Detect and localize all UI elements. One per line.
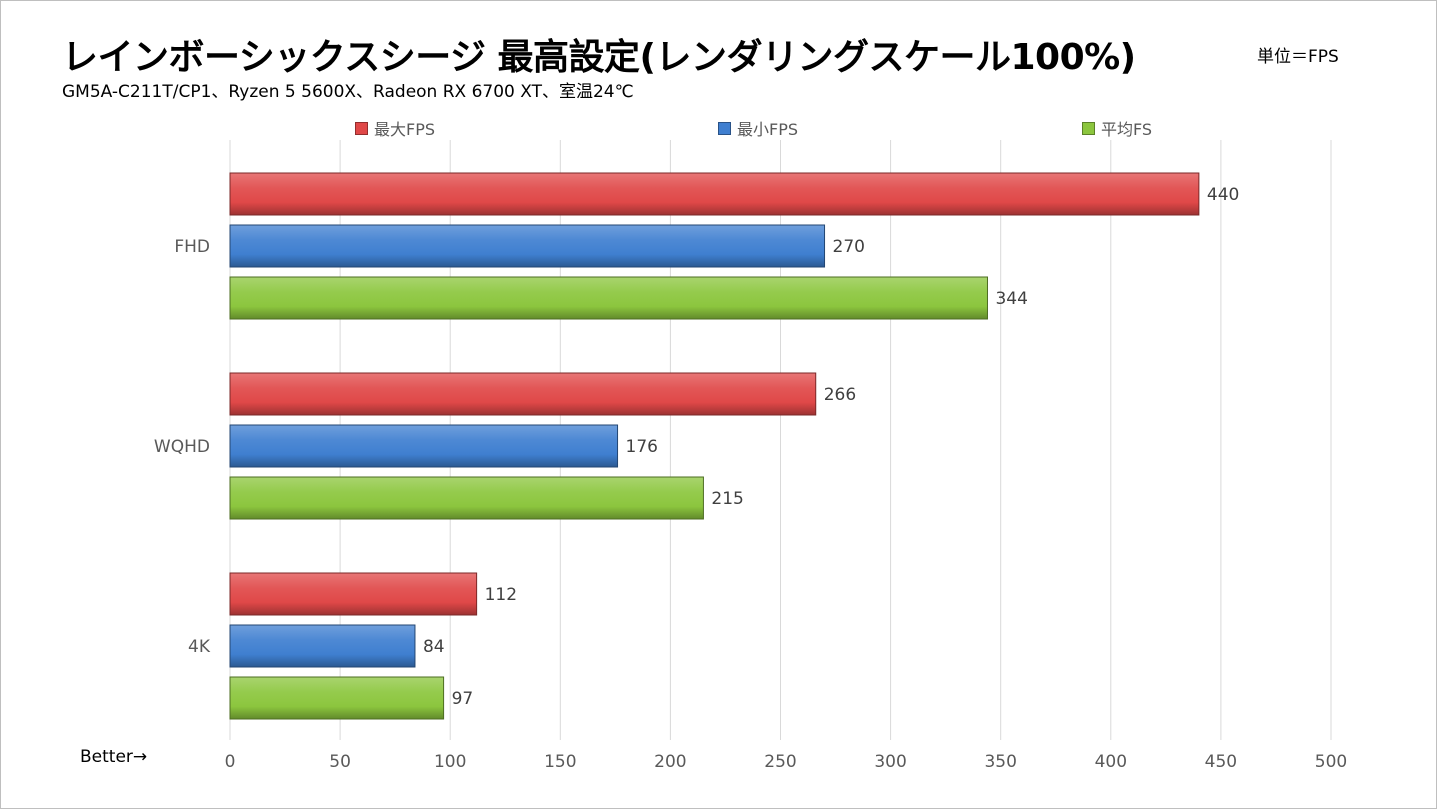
legend-swatch-max — [355, 121, 368, 135]
x-tick-label-400: 400 — [1095, 752, 1127, 772]
legend-item-avg: 平均FS — [1082, 116, 1152, 140]
legend-swatch-min — [718, 121, 731, 135]
data-label-avg-fhd: 344 — [995, 289, 1027, 309]
category-label-fhd: FHD — [174, 237, 210, 257]
bar-avg-wqhd — [229, 476, 704, 520]
x-tick-label-500: 500 — [1315, 752, 1347, 772]
legend-item-max: 最大FPS — [355, 116, 435, 140]
data-label-max-4k: 112 — [485, 585, 517, 605]
legend-label-max: 最大FPS — [374, 120, 436, 139]
x-tick-label-300: 300 — [874, 752, 906, 772]
x-tick-label-150: 150 — [544, 752, 576, 772]
bar-avg-4k — [229, 676, 445, 720]
data-label-max-wqhd: 266 — [824, 385, 856, 405]
data-label-min-fhd: 270 — [833, 237, 865, 257]
chart-subtitle: GM5A-C211T/CP1、Ryzen 5 5600X、Radeon RX 6… — [62, 82, 634, 102]
data-label-max-fhd: 440 — [1207, 185, 1239, 205]
bar-min-wqhd — [229, 424, 619, 468]
bar-max-fhd — [229, 172, 1200, 216]
x-tick-label-350: 350 — [984, 752, 1016, 772]
data-label-avg-wqhd: 215 — [711, 489, 743, 509]
bar-max-wqhd — [229, 372, 817, 416]
bar-min-4k — [229, 624, 416, 668]
legend-label-min: 最小FPS — [737, 120, 799, 139]
legend-label-avg: 平均FS — [1101, 120, 1153, 139]
category-label-wqhd: WQHD — [154, 437, 210, 457]
data-label-min-wqhd: 176 — [626, 437, 658, 457]
x-tick-label-250: 250 — [764, 752, 796, 772]
bar-max-4k — [229, 572, 478, 616]
data-label-avg-4k: 97 — [452, 689, 474, 709]
legend-swatch-avg — [1082, 121, 1095, 135]
category-label-4k: 4K — [188, 637, 211, 657]
bar-min-fhd — [229, 224, 826, 268]
bar-avg-fhd — [229, 276, 988, 320]
x-tick-label-100: 100 — [434, 752, 466, 772]
better-label: Better→ — [80, 747, 148, 767]
legend-item-min: 最小FPS — [718, 116, 798, 140]
chart-title: レインボーシックスシージ 最高設定(レンダリングスケール100%) — [62, 37, 1136, 78]
unit-label: 単位＝FPS — [1257, 47, 1339, 67]
x-tick-label-50: 50 — [329, 752, 351, 772]
x-tick-label-0: 0 — [225, 752, 236, 772]
x-tick-label-450: 450 — [1205, 752, 1237, 772]
x-tick-label-200: 200 — [654, 752, 686, 772]
data-label-min-4k: 84 — [423, 637, 445, 657]
